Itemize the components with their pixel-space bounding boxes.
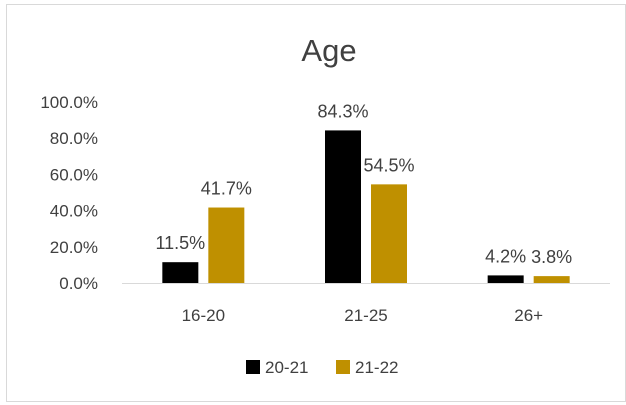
y-tick-label: 80.0% (50, 129, 98, 148)
bars-group (162, 130, 570, 283)
data-labels-group: 11.5% 41.7% 84.3% 54.5% 4.2% 3.8% (155, 101, 572, 267)
bar-21-22-16-20 (208, 207, 245, 283)
legend-label: 20-21 (265, 358, 308, 377)
y-tick-label: 60.0% (50, 165, 98, 184)
x-tick-label: 21-25 (344, 306, 387, 325)
y-tick-label: 40.0% (50, 202, 98, 221)
data-label: 84.3% (317, 101, 368, 121)
bar-21-22-26+ (533, 276, 570, 283)
y-tick-label: 0.0% (59, 274, 98, 293)
bar-20-21-21-25 (325, 130, 361, 283)
x-tick-label: 16-20 (182, 306, 225, 325)
y-axis-tick-labels: 0.0% 20.0% 40.0% 60.0% 80.0% 100.0% (40, 93, 98, 293)
bar-20-21-16-20 (162, 262, 199, 283)
bar-21-22-21-25 (371, 184, 407, 283)
legend: 20-21 21-22 (246, 358, 398, 377)
legend-label: 21-22 (355, 358, 398, 377)
legend-swatch-21-22 (336, 360, 350, 374)
data-label: 54.5% (363, 155, 414, 175)
chart-area (6, 4, 626, 402)
bar-20-21-26+ (487, 275, 524, 283)
x-tick-label: 26+ (514, 306, 543, 325)
data-label: 4.2% (485, 246, 526, 266)
x-axis-tick-labels: 16-20 21-25 26+ (182, 306, 544, 325)
legend-swatch-20-21 (246, 360, 260, 374)
y-tick-label: 100.0% (40, 93, 98, 112)
chart-title: Age (301, 33, 356, 68)
data-label: 3.8% (531, 247, 572, 267)
data-label: 41.7% (201, 179, 252, 199)
data-label: 11.5% (155, 233, 205, 253)
y-tick-label: 20.0% (50, 238, 98, 257)
